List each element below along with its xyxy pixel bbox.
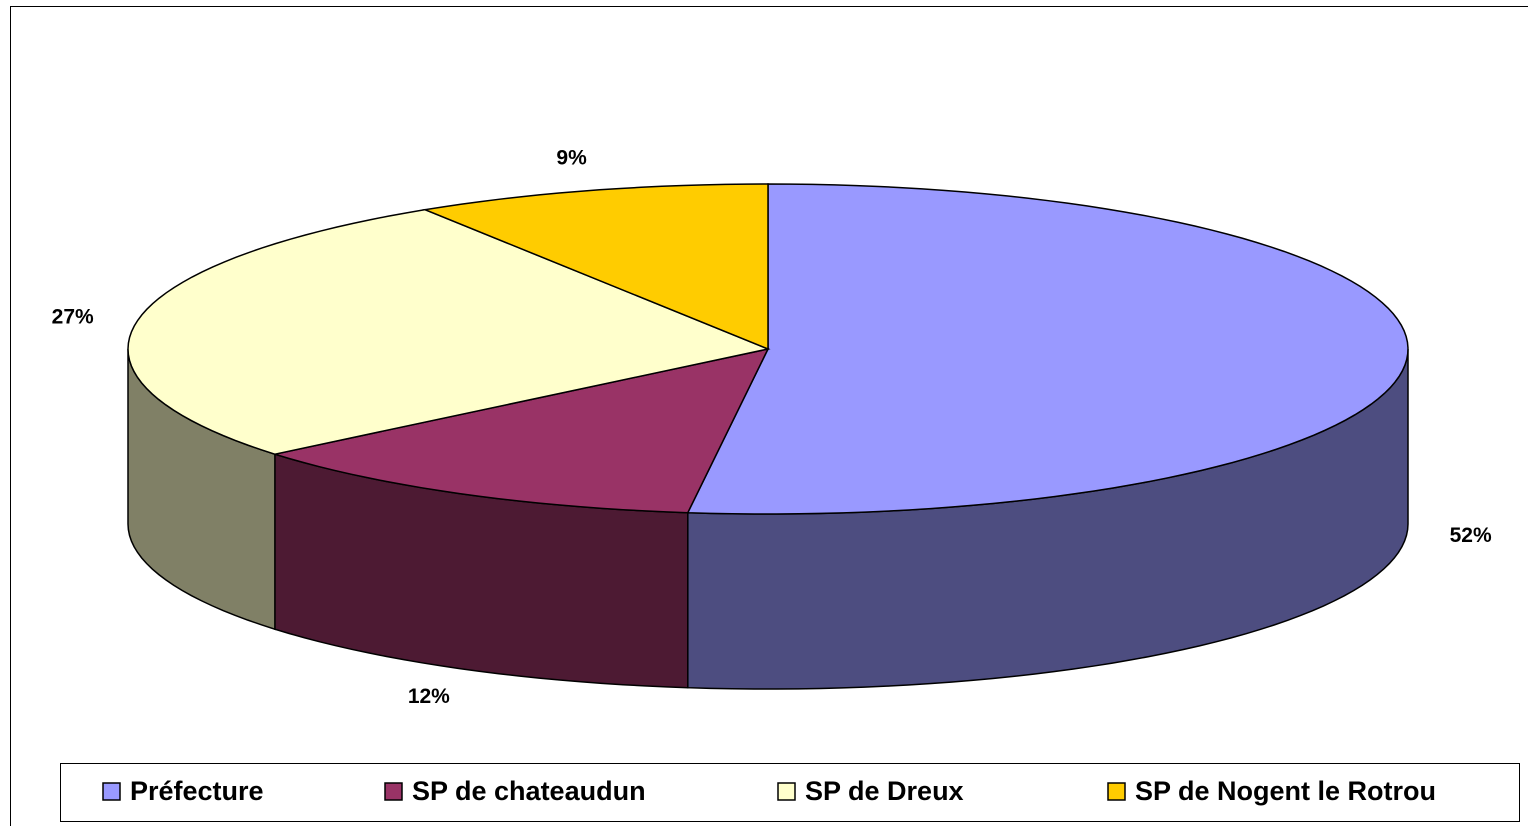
legend-swatch — [1107, 782, 1126, 801]
data-label: 27% — [52, 306, 94, 329]
legend-swatch — [777, 782, 796, 801]
data-label: 9% — [556, 146, 587, 169]
data-label: 52% — [1450, 524, 1492, 547]
legend-swatch — [384, 782, 403, 801]
legend-swatch — [102, 782, 121, 801]
slice — [422, 183, 769, 351]
slice — [274, 347, 770, 514]
legend-label: Préfecture — [130, 776, 264, 806]
slice — [686, 183, 1409, 515]
slice — [127, 208, 771, 455]
legend-label: SP de Dreux — [805, 776, 964, 806]
data-label: 12% — [408, 685, 450, 708]
legend-label: SP de chateaudun — [412, 776, 646, 806]
legend-label: SP de Nogent le Rotrou — [1135, 776, 1436, 806]
